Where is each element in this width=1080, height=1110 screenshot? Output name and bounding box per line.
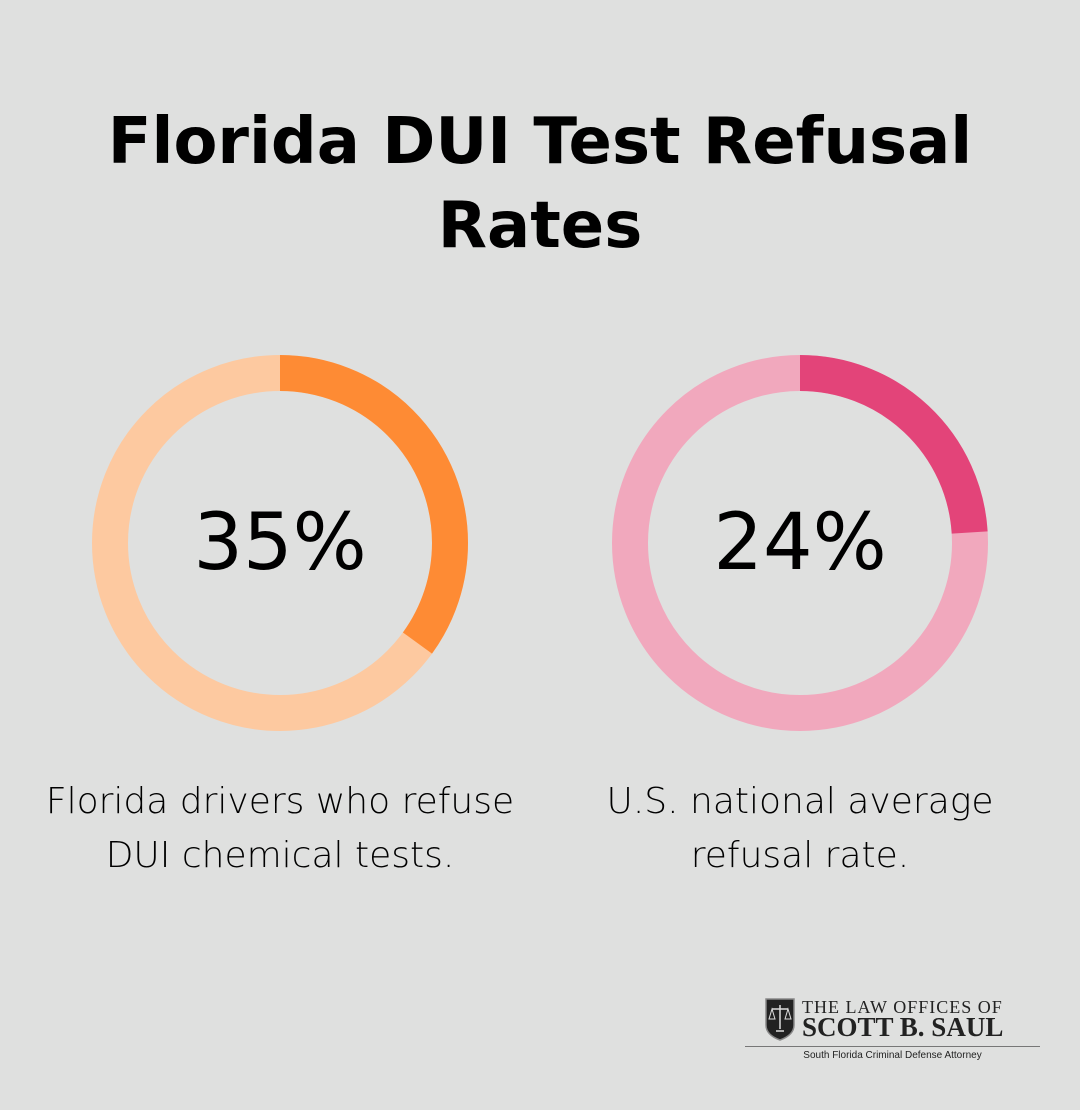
donut-svg <box>612 355 988 731</box>
logo-divider <box>745 1046 1040 1047</box>
donut-value-segment <box>92 355 468 731</box>
logo-tagline: South Florida Criminal Defense Attorney <box>803 1050 982 1061</box>
donut-chart-national: 24% <box>612 355 988 731</box>
donut-caption: U.S. national average refusal rate. <box>606 781 994 876</box>
firm-logo: The Law Offices of Scott B. Saul South F… <box>745 995 1040 1065</box>
donut-value-label: 24% <box>713 498 887 588</box>
donut-value-segment <box>612 355 988 731</box>
page-title: Florida DUI Test Refusal Rates <box>107 105 973 263</box>
donut-chart-florida: 35% <box>92 355 468 731</box>
donut-value-label: 35% <box>193 498 367 588</box>
logo-line1: The Law Offices of <box>802 997 1003 1017</box>
scales-shield-icon <box>765 998 795 1041</box>
donut-caption: Florida drivers who refuse DUI chemical … <box>45 781 515 876</box>
donut-svg <box>92 355 468 731</box>
logo-line2: Scott B. Saul <box>802 1012 1004 1042</box>
